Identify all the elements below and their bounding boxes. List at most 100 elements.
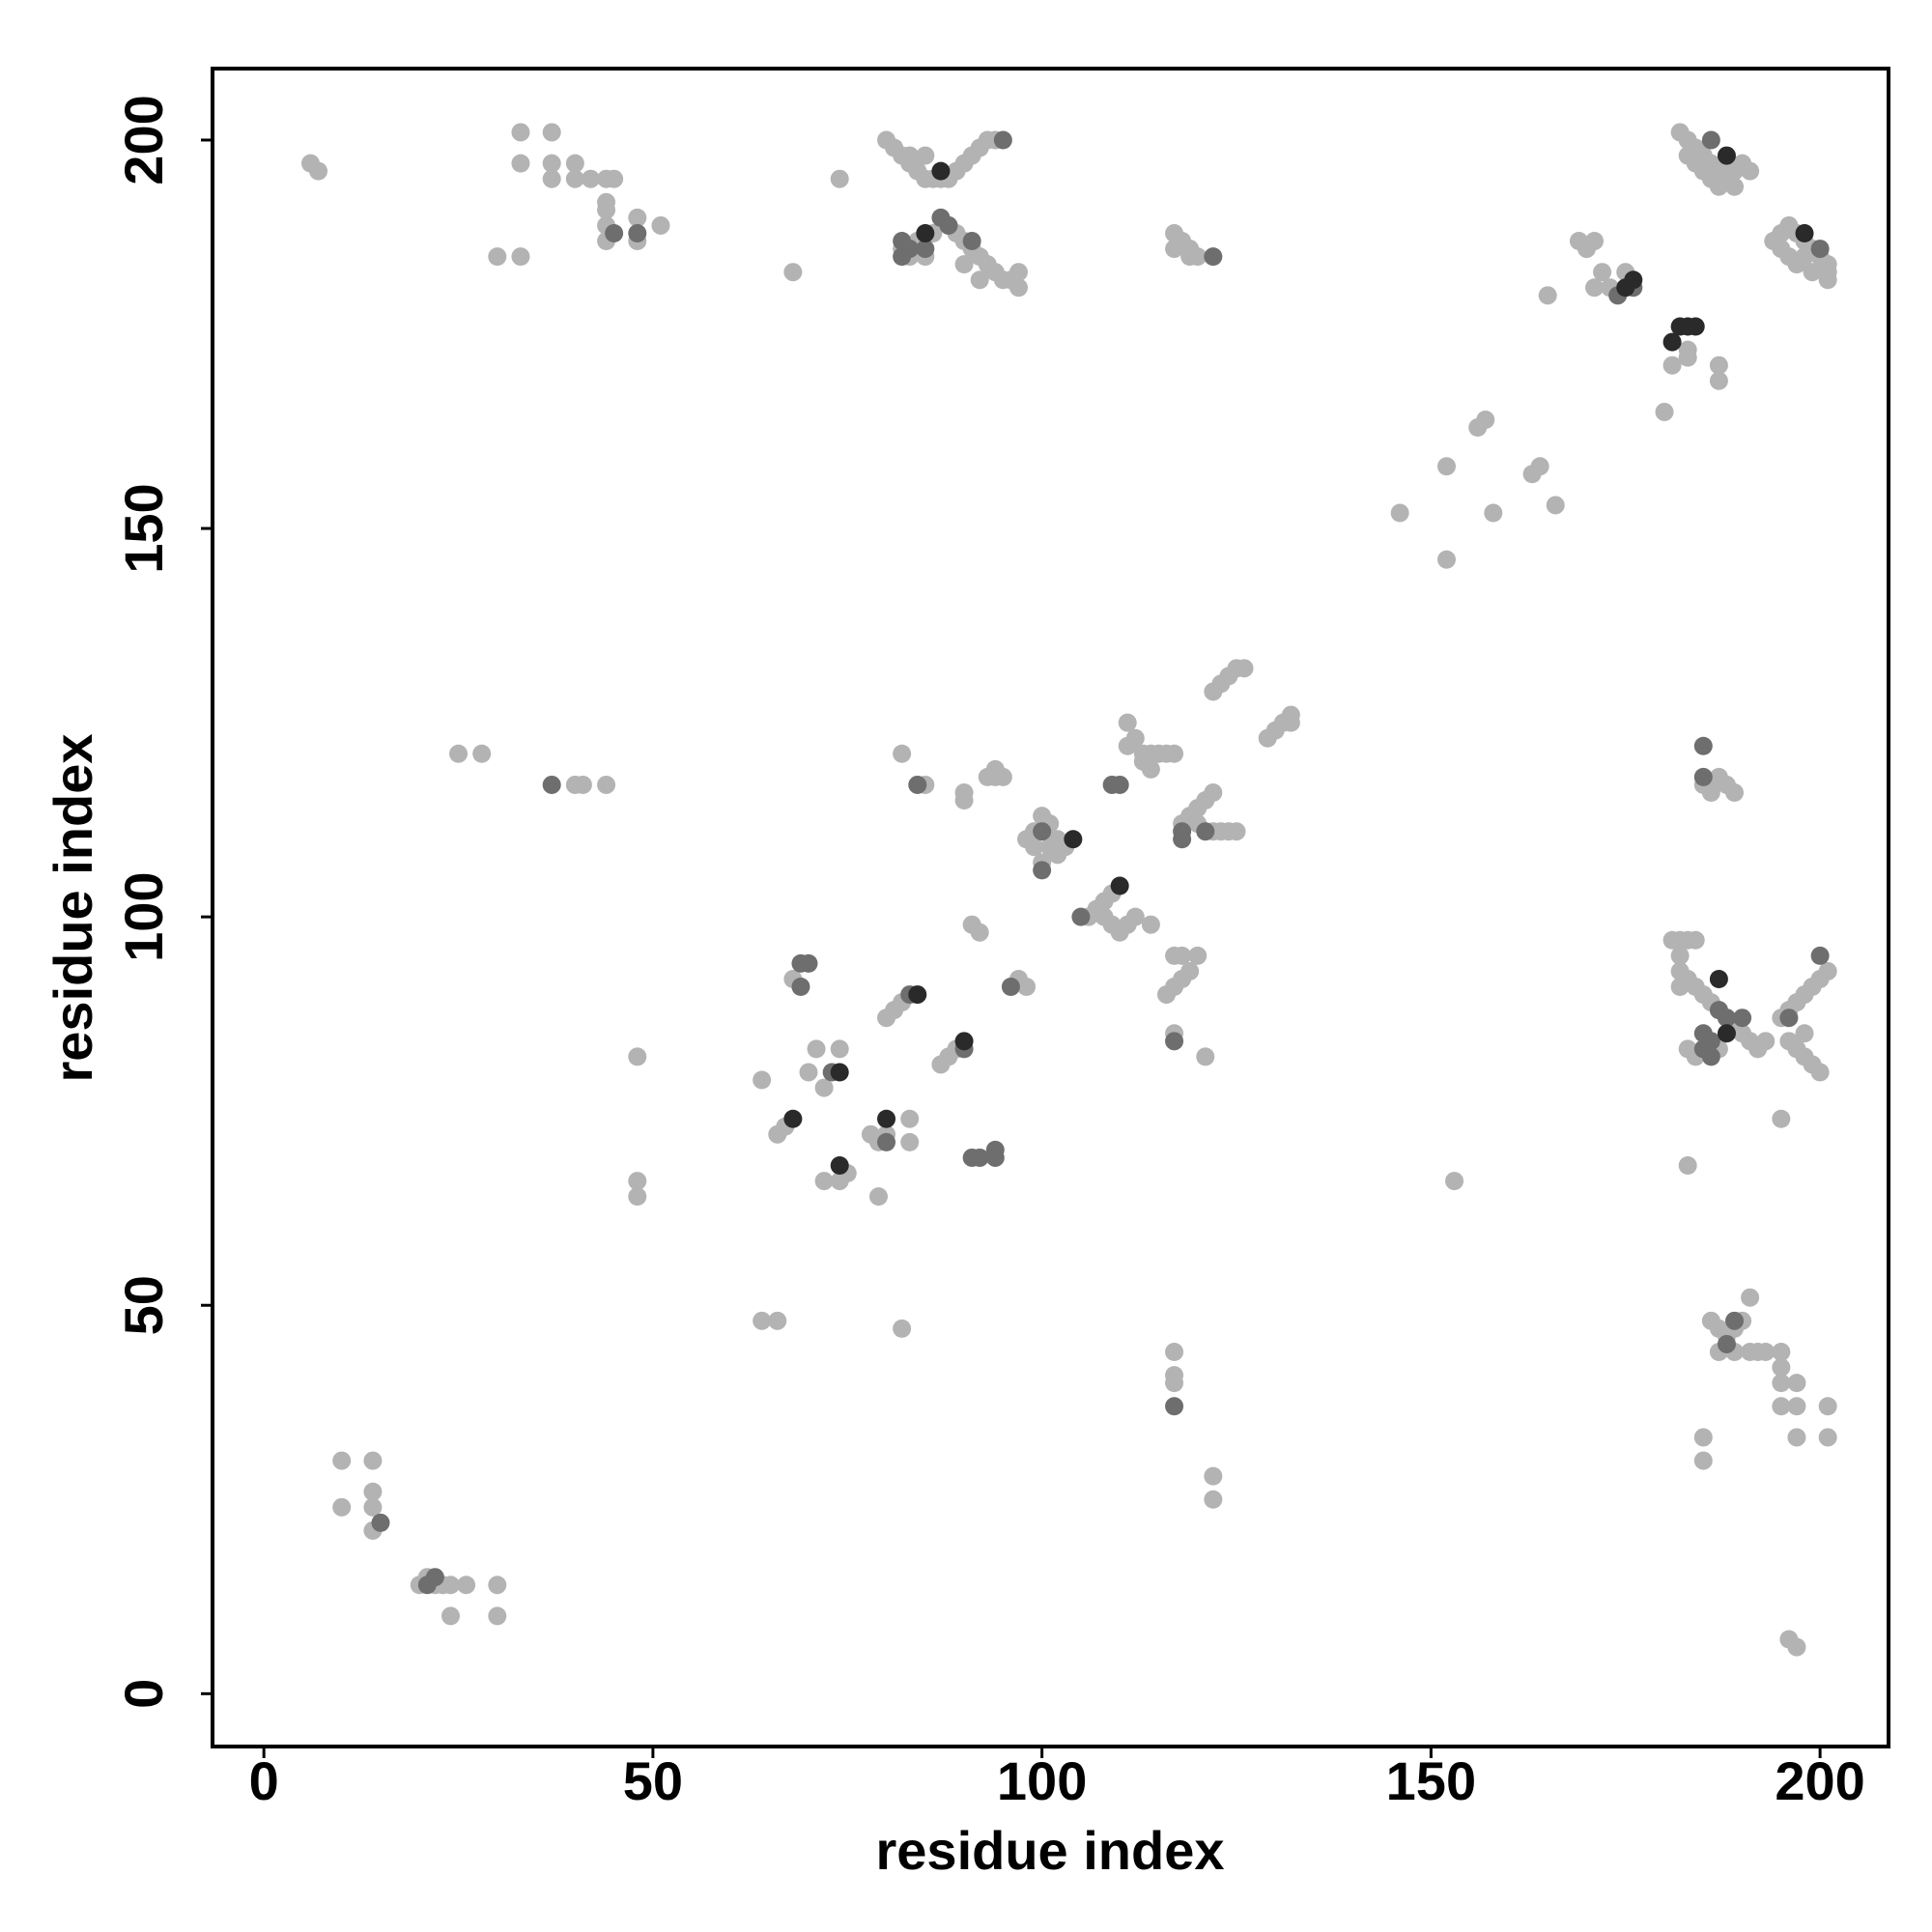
contact-point [939,215,958,235]
contact-point [1772,1358,1791,1378]
contact-point [830,1063,849,1082]
contact-point [1709,177,1728,196]
contact-point [916,146,935,165]
contact-point [1585,232,1605,251]
contact-point [1756,1342,1776,1361]
contact-point [1810,1063,1830,1082]
contact-point [1717,146,1736,165]
contact-point [1686,317,1705,336]
contact-point [893,247,912,267]
contact-point [1173,822,1192,841]
contact-point [931,161,951,181]
contact-point [511,123,530,142]
contact-point [449,744,469,763]
contact-point [783,1109,803,1128]
contact-point [908,775,927,794]
contact-point [488,1576,507,1595]
contact-point [1818,1397,1837,1416]
contact-point [440,1606,460,1626]
contact-point [628,223,647,242]
contact-point [488,247,507,267]
contact-point [1795,247,1814,267]
contact-point [628,208,647,227]
contact-point [1180,961,1200,980]
contact-point [1390,503,1409,523]
contact-point [1165,1374,1184,1393]
contact-point [916,223,935,242]
contact-point [893,744,912,763]
contact-point [799,953,818,973]
contact-point [954,1032,974,1051]
y-tick-label: 150 [113,483,174,573]
x-tick-label: 100 [997,1750,1087,1811]
contact-point [1484,503,1503,523]
contact-point [1701,1047,1720,1066]
contact-point [1593,263,1612,282]
contact-point [1141,915,1160,934]
contact-point [1725,782,1745,802]
contact-point [371,1513,390,1532]
contact-point [488,1606,507,1626]
contact-point [581,169,600,188]
contact-point [1009,263,1028,282]
contact-point [893,1319,912,1338]
contact-point [1196,822,1215,841]
contact-point [1693,767,1713,786]
contact-point [1281,713,1300,732]
contact-point [565,154,584,173]
contact-point [1678,348,1697,367]
contact-point [814,1172,834,1191]
contact-point [1772,240,1791,259]
contact-point [993,130,1012,150]
contact-point [1445,1172,1464,1191]
contact-point [628,1172,647,1191]
contact-point [1188,946,1208,965]
contact-point [1717,1024,1736,1043]
contact-point [1701,782,1720,802]
contact-point [1196,1047,1215,1066]
contact-point [1701,130,1720,150]
contact-point [1670,946,1690,965]
x-axis-title: residue index [875,1820,1224,1881]
x-tick-label: 200 [1775,1750,1864,1811]
contact-point [1025,838,1044,857]
contact-point [1787,1637,1806,1657]
contact-point [830,169,849,188]
contact-point [900,1132,920,1151]
contact-point [1686,930,1705,950]
contact-point [1818,961,1837,980]
contact-point [1141,759,1160,779]
x-tick-label: 50 [623,1750,683,1811]
contact-point [1818,1428,1837,1447]
contact-point [363,1482,383,1501]
contact-point [1795,223,1814,242]
contact-point [868,1187,888,1207]
contact-point [1001,978,1020,997]
contact-point [1810,946,1830,965]
contact-point [1033,822,1052,841]
contact-point [954,791,974,810]
contact-point [1693,1428,1713,1447]
contact-point [908,985,927,1005]
contact-point [1709,355,1728,375]
contact-point [425,1568,444,1587]
contact-point [1165,1342,1184,1361]
contact-point [877,1132,896,1151]
contact-point [783,263,803,282]
contact-point [628,1047,647,1066]
contact-point [830,1039,849,1059]
contact-point [332,1451,352,1470]
contact-point [573,775,592,794]
contact-point [1655,402,1674,421]
contact-point [1017,978,1037,997]
contact-point [511,154,530,173]
contact-point [1709,371,1728,390]
contact-point [1476,410,1495,429]
contact-point [1530,457,1549,476]
contact-point [1725,1311,1745,1330]
contact-point [1616,278,1635,298]
y-tick-label: 0 [113,1679,174,1709]
contact-point [916,240,935,259]
contact-point [900,1109,920,1128]
contact-point [1118,713,1137,732]
